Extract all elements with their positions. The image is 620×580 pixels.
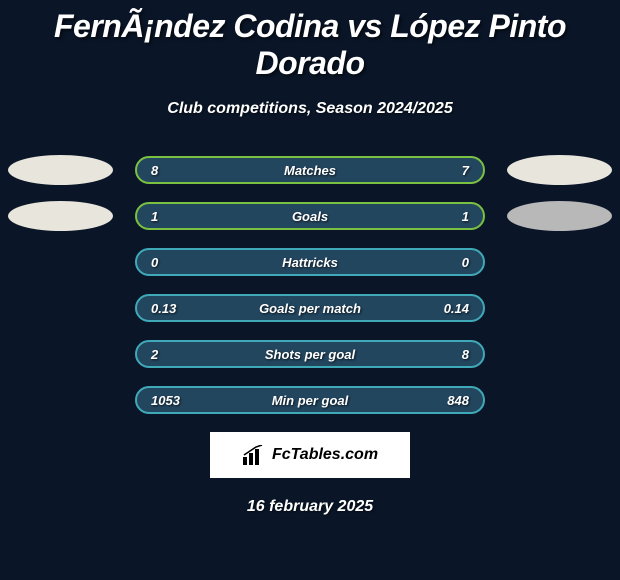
logo-box: FcTables.com: [210, 432, 410, 478]
comparison-card: FernÃ¡ndez Codina vs López Pinto Dorado …: [0, 0, 620, 516]
stat-bar: 1 Goals 1: [135, 202, 485, 230]
logo-text: FcTables.com: [272, 446, 378, 464]
comparison-date: 16 february 2025: [247, 498, 373, 516]
stat-bar: 2 Shots per goal 8: [135, 340, 485, 368]
stat-row: 1 Goals 1: [0, 202, 620, 230]
stat-right-value: 0: [462, 255, 469, 270]
chart-icon: [242, 445, 266, 465]
stats-area: 8 Matches 7 1 Goals 1 0 Hattricks 0 0.13 Goals per…: [0, 156, 620, 414]
stat-right-value: 0.14: [444, 301, 469, 316]
player-ellipse-left: [8, 201, 113, 231]
stat-label: Goals: [292, 209, 328, 224]
stat-label: Hattricks: [282, 255, 338, 270]
stat-label: Goals per match: [259, 301, 361, 316]
stat-row: 8 Matches 7: [0, 156, 620, 184]
stat-row: 1053 Min per goal 848: [0, 386, 620, 414]
stat-left-value: 1: [151, 209, 158, 224]
stat-right-value: 1: [462, 209, 469, 224]
stat-label: Matches: [284, 163, 336, 178]
stat-label: Shots per goal: [265, 347, 355, 362]
player-ellipse-right: [507, 201, 612, 231]
stat-row: 0.13 Goals per match 0.14: [0, 294, 620, 322]
stat-left-value: 0: [151, 255, 158, 270]
player-ellipse-right: [507, 155, 612, 185]
stat-row: 2 Shots per goal 8: [0, 340, 620, 368]
comparison-title: FernÃ¡ndez Codina vs López Pinto Dorado: [0, 8, 620, 82]
stat-right-value: 8: [462, 347, 469, 362]
stat-left-value: 1053: [151, 393, 180, 408]
stat-label: Min per goal: [272, 393, 349, 408]
comparison-subtitle: Club competitions, Season 2024/2025: [167, 100, 452, 118]
stat-bar: 8 Matches 7: [135, 156, 485, 184]
stat-bar: 0.13 Goals per match 0.14: [135, 294, 485, 322]
player-ellipse-left: [8, 155, 113, 185]
stat-left-value: 8: [151, 163, 158, 178]
stat-left-value: 0.13: [151, 301, 176, 316]
stat-bar: 1053 Min per goal 848: [135, 386, 485, 414]
stat-right-value: 848: [447, 393, 469, 408]
stat-left-value: 2: [151, 347, 158, 362]
stat-row: 0 Hattricks 0: [0, 248, 620, 276]
stat-bar: 0 Hattricks 0: [135, 248, 485, 276]
stat-right-value: 7: [462, 163, 469, 178]
